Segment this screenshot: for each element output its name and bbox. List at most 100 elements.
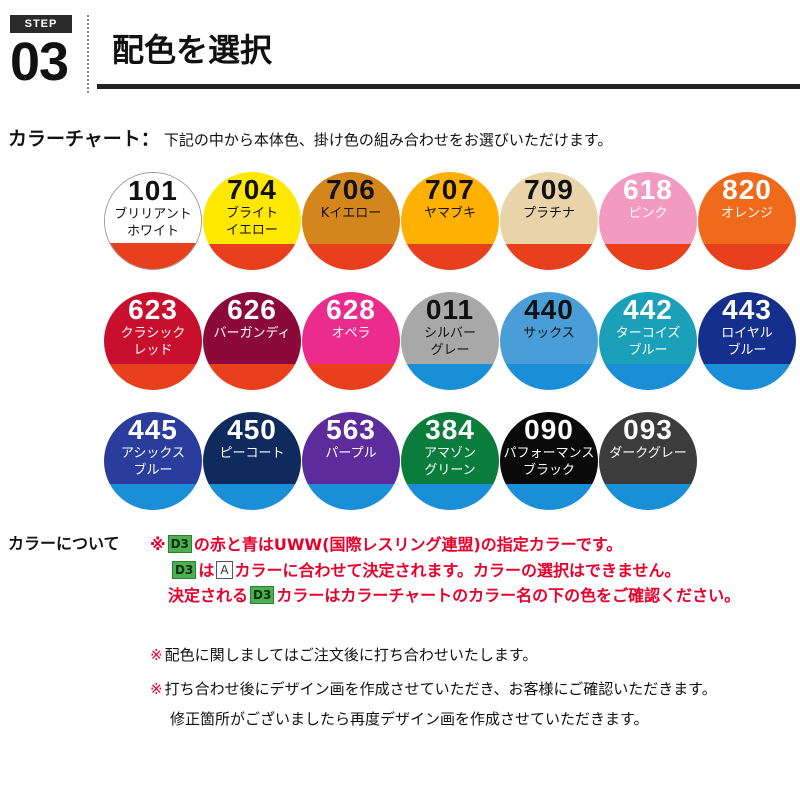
color-swatch-563: 563 パープル (302, 412, 400, 510)
swatch-main-color: 011 シルバー グレー (401, 292, 499, 364)
color-swatch-623: 623 クラシック レッド (104, 292, 202, 390)
page-title: 配色を選択 (112, 31, 273, 69)
swatch-accent-color (104, 483, 202, 510)
swatch-main-color: 450 ピーコート (203, 412, 301, 484)
swatch-color-name: クラシック レッド (120, 326, 186, 358)
swatch-code: 443 (722, 294, 772, 325)
swatch-code: 626 (227, 294, 277, 325)
swatch-code: 101 (128, 175, 178, 206)
swatch-color-name: パープル (325, 446, 377, 461)
swatch-main-color: 628 オペラ (302, 292, 400, 364)
info-note-line-2: ※ 打ち合わせ後にデザイン画を作成させていただき、お客様にご確認いただきます。 (150, 678, 717, 699)
swatch-code: 820 (722, 174, 772, 205)
color-note-text-2b: カラーに合わせて決定されます。カラーの選択はできません。 (234, 561, 681, 580)
swatch-main-color: 440 サックス (500, 292, 598, 364)
color-chart-label: カラーチャート： (8, 128, 160, 150)
swatch-accent-color (599, 363, 697, 390)
swatch-code: 707 (425, 174, 475, 205)
swatch-accent-color (401, 363, 499, 390)
swatch-accent-color (500, 483, 598, 510)
swatch-accent-color (302, 363, 400, 390)
swatch-accent-color (203, 243, 301, 270)
color-chart-intro: カラーチャート： 下記の中から本体色、掛け色の組み合わせをお選びいただけます。 (8, 124, 612, 151)
color-note-line-1: ※ D3 の赤と青はUWW(国際レスリング連盟)の指定カラーです。 (150, 531, 622, 555)
swatch-color-name: ピーコート (219, 446, 285, 461)
color-swatch-820: 820 オレンジ (698, 172, 796, 270)
swatch-code: 384 (425, 414, 475, 445)
swatch-main-color: 445 アシックス ブルー (104, 412, 202, 484)
asterisk-mark: ※ (150, 680, 163, 698)
info-note-text-1: 配色に関しましてはご注文後に打ち合わせいたします。 (164, 646, 538, 664)
color-note-line-2: D3 は A カラーに合わせて決定されます。カラーの選択はできません。 (170, 557, 680, 581)
color-note-text-2a: は (198, 561, 215, 580)
swatch-accent-color (104, 363, 202, 390)
swatch-accent-color (401, 243, 499, 270)
swatch-color-name: ターコイズ ブルー (615, 326, 681, 358)
swatch-color-name: サックス (523, 326, 575, 341)
color-notes-heading: カラーについて (8, 534, 120, 553)
a-tag: A (216, 561, 233, 579)
d3-tag: D3 (167, 535, 192, 553)
step-separator (87, 15, 89, 93)
swatch-accent-color (401, 483, 499, 510)
swatch-color-name: ヤマブキ (423, 206, 476, 221)
swatch-color-name: ダークグレー (609, 446, 687, 461)
swatch-main-color: 623 クラシック レッド (104, 292, 202, 364)
swatch-main-color: 093 ダークグレー (599, 412, 697, 484)
swatch-color-name: Kイエロー (320, 206, 382, 221)
swatch-accent-color (599, 483, 697, 510)
step-number: 03 (10, 32, 69, 92)
color-swatch-101: 101 ブリリアント ホワイト (104, 172, 202, 270)
swatch-color-name: ブライト イエロー (225, 206, 278, 238)
swatch-code: 628 (326, 294, 376, 325)
swatch-main-color: 706 Kイエロー (302, 172, 400, 244)
swatch-code: 709 (524, 174, 574, 205)
swatch-color-name: パフォーマンス ブラック (503, 446, 595, 478)
d3-tag: D3 (250, 586, 275, 604)
swatch-accent-color (698, 243, 796, 270)
swatch-main-color: 442 ターコイズ ブルー (599, 292, 697, 364)
swatch-main-color: 101 ブリリアント ホワイト (105, 173, 201, 244)
color-swatch-384: 384 アマゾン グリーン (401, 412, 499, 510)
swatch-code: 706 (326, 174, 376, 205)
swatch-accent-color (500, 363, 598, 390)
swatch-code: 090 (524, 414, 574, 445)
swatch-accent-color (105, 243, 201, 269)
swatch-main-color: 709 プラチナ (500, 172, 598, 244)
swatch-code: 011 (425, 294, 475, 325)
swatch-color-name: シルバー グレー (423, 326, 476, 358)
swatch-main-color: 618 ピンク (599, 172, 697, 244)
swatch-main-color: 707 ヤマブキ (401, 172, 499, 244)
swatch-code: 563 (326, 414, 376, 445)
swatch-color-name: ブリリアント ホワイト (114, 207, 192, 239)
swatch-code: 442 (623, 294, 673, 325)
swatch-accent-color (203, 483, 301, 510)
title-underline (97, 84, 800, 89)
color-note-text-3b: カラーはカラーチャートのカラー名の下の色をご確認ください。 (276, 586, 741, 605)
swatch-code: 704 (227, 174, 277, 205)
swatch-accent-color (599, 243, 697, 270)
swatch-code: 623 (128, 294, 178, 325)
swatch-accent-color (203, 363, 301, 390)
info-note-line-3: 修正箇所がございましたら再度デザイン画を作成させていただきます。 (170, 708, 649, 729)
color-swatch-707: 707 ヤマブキ (401, 172, 499, 270)
color-swatch-618: 618 ピンク (599, 172, 697, 270)
swatch-code: 618 (623, 174, 673, 205)
swatch-main-color: 384 アマゾン グリーン (401, 412, 499, 484)
swatch-color-name: プラチナ (522, 206, 575, 221)
d3-tag: D3 (172, 561, 197, 579)
color-swatch-704: 704 ブライト イエロー (203, 172, 301, 270)
color-chart-description: 下記の中から本体色、掛け色の組み合わせをお選びいただけます。 (163, 131, 613, 149)
color-swatch-626: 626 バーガンディ (203, 292, 301, 390)
color-swatch-706: 706 Kイエロー (302, 172, 400, 270)
swatch-code: 440 (524, 294, 574, 325)
swatch-main-color: 626 バーガンディ (203, 292, 301, 364)
color-note-line-3: 決定される D3 カラーはカラーチャートのカラー名の下の色をご確認ください。 (168, 582, 740, 606)
swatch-color-name: オペラ (331, 326, 371, 341)
swatch-color-name: ロイヤル ブルー (721, 326, 773, 358)
asterisk-mark: ※ (150, 535, 166, 554)
swatch-code: 445 (128, 414, 178, 445)
swatch-color-name: ピンク (628, 206, 668, 221)
color-swatch-709: 709 プラチナ (500, 172, 598, 270)
swatch-color-name: オレンジ (720, 206, 773, 221)
